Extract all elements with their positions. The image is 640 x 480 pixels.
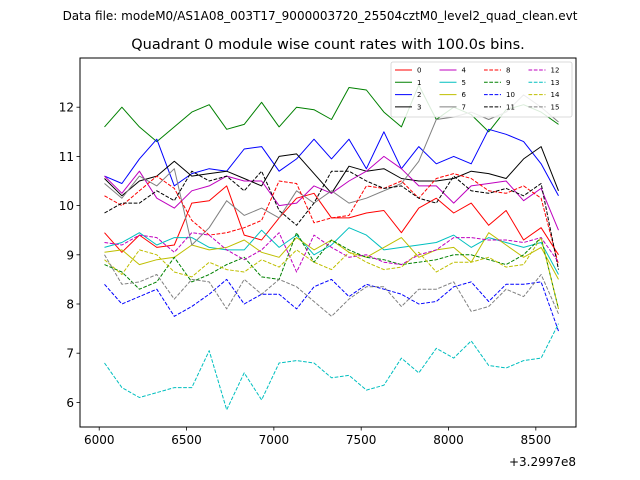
- legend-label-10: 10: [506, 91, 515, 99]
- y-tick-label: 6: [66, 396, 74, 410]
- x-tick-label: 6000: [84, 433, 115, 447]
- legend-label-0: 0: [417, 67, 421, 75]
- data-file-caption: Data file: modeM0/AS1A08_003T17_90000037…: [63, 9, 578, 23]
- legend-label-14: 14: [551, 91, 560, 99]
- series-line-12: [104, 232, 559, 273]
- y-tick-label: 12: [59, 101, 74, 115]
- series-line-14: [104, 237, 559, 310]
- legend-label-6: 6: [462, 91, 467, 99]
- series-line-1: [104, 84, 559, 143]
- series-line-10: [104, 278, 559, 332]
- legend-label-4: 4: [462, 67, 467, 75]
- legend-box: [390, 61, 573, 118]
- chart-title: Quadrant 0 module wise count rates with …: [131, 37, 525, 53]
- series-line-4: [104, 155, 559, 231]
- x-tick-label: 7000: [259, 433, 290, 447]
- legend-label-13: 13: [551, 79, 560, 87]
- y-tick-label: 7: [66, 347, 74, 361]
- legend-label-15: 15: [551, 103, 560, 111]
- legend-label-1: 1: [417, 79, 421, 87]
- legend-label-3: 3: [417, 103, 421, 111]
- y-tick-label: 10: [59, 199, 74, 213]
- series-line-11: [104, 170, 559, 270]
- x-tick-label: 8500: [521, 433, 552, 447]
- legend-label-11: 11: [506, 103, 515, 111]
- series-line-2: [104, 128, 559, 197]
- series-line-15: [104, 254, 559, 317]
- legend-label-5: 5: [462, 79, 466, 87]
- x-tick-label: 6500: [171, 433, 202, 447]
- series-line-9: [104, 232, 559, 310]
- legend-label-12: 12: [551, 67, 560, 75]
- y-tick-label: 9: [66, 248, 74, 262]
- axes-frame: [79, 57, 577, 428]
- series-line-7: [104, 94, 559, 246]
- legend-label-8: 8: [506, 67, 510, 75]
- plot-series: [104, 84, 559, 411]
- x-tick-label: 8000: [433, 433, 464, 447]
- series-line-13: [104, 323, 559, 411]
- series-line-5: [104, 227, 559, 275]
- legend-label-2: 2: [417, 91, 421, 99]
- y-tick-label: 11: [59, 150, 74, 164]
- legend-label-7: 7: [462, 103, 466, 111]
- x-axis-offset-label: +3.2997e8: [509, 455, 576, 469]
- legend-label-9: 9: [506, 79, 510, 87]
- series-line-0: [104, 185, 559, 256]
- x-tick-label: 7500: [346, 433, 377, 447]
- y-tick-label: 8: [66, 298, 74, 312]
- axes: 6000 6500 7000 7500 8000 8500 6 7 8 9 10 11 12: [59, 101, 551, 447]
